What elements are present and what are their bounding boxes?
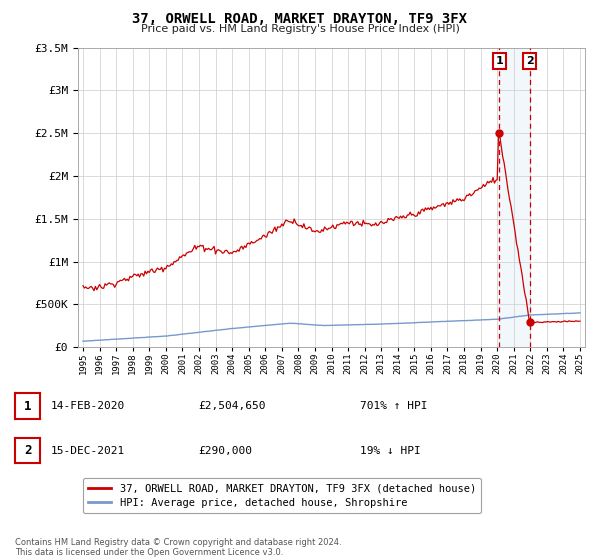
Text: £2,504,650: £2,504,650 [198,401,265,411]
Text: 15-DEC-2021: 15-DEC-2021 [51,446,125,456]
Text: 1: 1 [495,56,503,66]
Legend: 37, ORWELL ROAD, MARKET DRAYTON, TF9 3FX (detached house), HPI: Average price, d: 37, ORWELL ROAD, MARKET DRAYTON, TF9 3FX… [83,478,481,513]
Text: 19% ↓ HPI: 19% ↓ HPI [360,446,421,456]
Text: Price paid vs. HM Land Registry's House Price Index (HPI): Price paid vs. HM Land Registry's House … [140,24,460,34]
Text: Contains HM Land Registry data © Crown copyright and database right 2024.
This d: Contains HM Land Registry data © Crown c… [15,538,341,557]
Text: 2: 2 [24,444,31,458]
Text: 1: 1 [24,399,31,413]
Bar [499,48,530,347]
Text: 14-FEB-2020: 14-FEB-2020 [51,401,125,411]
Text: 701% ↑ HPI: 701% ↑ HPI [360,401,427,411]
Text: 2: 2 [526,56,533,66]
Text: 37, ORWELL ROAD, MARKET DRAYTON, TF9 3FX: 37, ORWELL ROAD, MARKET DRAYTON, TF9 3FX [133,12,467,26]
Text: £290,000: £290,000 [198,446,252,456]
